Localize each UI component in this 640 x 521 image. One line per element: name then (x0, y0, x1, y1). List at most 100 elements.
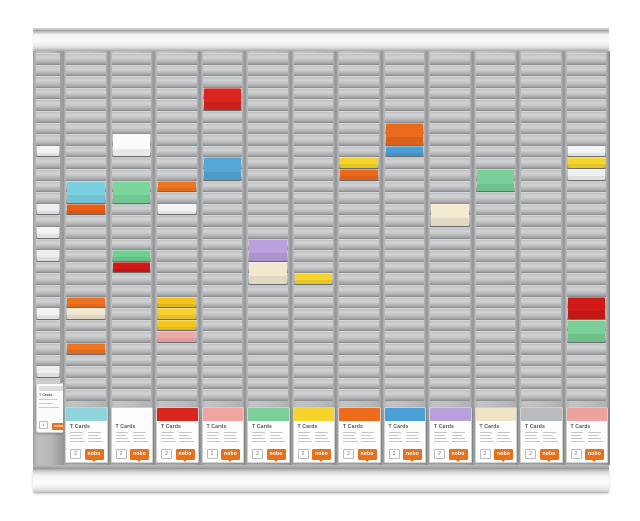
card-slot[interactable] (36, 343, 60, 355)
card-slot[interactable] (475, 238, 515, 251)
card-slot[interactable] (293, 203, 333, 216)
card-slot[interactable] (521, 250, 561, 262)
card-slot[interactable] (36, 238, 60, 251)
card-slot[interactable] (475, 227, 515, 239)
column-tab[interactable] (566, 408, 607, 421)
card-slot[interactable] (111, 76, 151, 88)
card-slot[interactable] (339, 331, 379, 343)
tcard[interactable] (112, 261, 150, 273)
card-slot[interactable] (111, 111, 151, 123)
card-slot[interactable] (339, 227, 379, 239)
card-slot[interactable] (339, 285, 379, 297)
card-slot[interactable] (157, 169, 197, 181)
card-slot[interactable] (566, 134, 606, 146)
card-slot[interactable] (475, 203, 515, 216)
card-slot[interactable] (66, 53, 106, 65)
card-slot[interactable] (566, 227, 606, 239)
card-slot[interactable] (430, 389, 470, 401)
tcard[interactable] (567, 169, 605, 180)
card-slot[interactable] (475, 53, 515, 65)
card-slot[interactable] (202, 250, 242, 262)
card-slot[interactable] (36, 273, 60, 285)
card-slot[interactable] (293, 64, 333, 77)
card-slot[interactable] (248, 76, 288, 88)
card-slot[interactable] (293, 343, 333, 355)
card-slot[interactable] (202, 227, 242, 239)
card-slot[interactable] (430, 377, 470, 390)
column-tab[interactable] (248, 408, 289, 421)
card-slot[interactable] (566, 238, 606, 251)
board-column-1[interactable]: T Cards 2 nobo (63, 51, 110, 465)
tcard[interactable] (158, 331, 196, 342)
card-slot[interactable] (293, 215, 333, 227)
card-slot[interactable] (339, 238, 379, 251)
card-slot[interactable] (248, 169, 288, 181)
card-slot[interactable] (475, 99, 515, 111)
card-slot[interactable] (475, 285, 515, 297)
card-slot[interactable] (157, 377, 197, 390)
card-slot[interactable] (384, 192, 424, 204)
card-slot[interactable] (36, 157, 60, 169)
card-slot[interactable] (430, 111, 470, 123)
column-header-card[interactable]: T Cards 2 nobo (474, 407, 517, 463)
card-slot[interactable] (202, 377, 242, 390)
card-slot[interactable] (66, 377, 106, 390)
card-slot[interactable] (521, 296, 561, 309)
card-slot[interactable] (36, 296, 60, 309)
card-slot[interactable] (111, 122, 151, 135)
card-slot[interactable] (157, 366, 197, 378)
card-slot[interactable] (566, 203, 606, 216)
card-slot[interactable] (111, 331, 151, 343)
card-slot[interactable] (384, 273, 424, 285)
column-tab[interactable] (475, 408, 516, 421)
card-slot[interactable] (248, 215, 288, 227)
card-slot[interactable] (384, 203, 424, 216)
card-slot[interactable] (475, 273, 515, 285)
card-slot[interactable] (475, 111, 515, 123)
card-slot[interactable] (521, 99, 561, 111)
card-slot[interactable] (293, 87, 333, 100)
card-slot[interactable] (248, 157, 288, 169)
card-slot[interactable] (111, 157, 151, 169)
card-slot[interactable] (293, 227, 333, 239)
card-slot[interactable] (339, 319, 379, 332)
column-tab[interactable] (339, 408, 380, 421)
card-slot[interactable] (521, 180, 561, 193)
card-slot[interactable] (66, 227, 106, 239)
card-slot[interactable] (339, 53, 379, 65)
card-slot[interactable] (157, 87, 197, 100)
board-column-2[interactable]: T Cards 2 nobo (108, 51, 155, 465)
card-slot[interactable] (339, 87, 379, 100)
tcard[interactable] (67, 308, 105, 319)
card-slot[interactable] (248, 296, 288, 309)
card-slot[interactable] (430, 296, 470, 309)
card-slot[interactable] (157, 76, 197, 88)
card-slot[interactable] (293, 308, 333, 320)
card-slot[interactable] (521, 308, 561, 320)
card-slot[interactable] (248, 285, 288, 297)
card-slot[interactable] (339, 99, 379, 111)
card-slot[interactable] (293, 192, 333, 204)
card-slot[interactable] (566, 343, 606, 355)
card-slot[interactable] (111, 273, 151, 285)
board-column-5[interactable]: T Cards 2 nobo (245, 51, 292, 465)
column-tab[interactable] (384, 408, 425, 421)
card-slot[interactable] (384, 354, 424, 367)
card-slot[interactable] (248, 145, 288, 158)
card-slot[interactable] (430, 157, 470, 169)
card-slot[interactable] (384, 285, 424, 297)
card-slot[interactable] (248, 53, 288, 65)
card-slot[interactable] (66, 319, 106, 332)
card-slot[interactable] (248, 203, 288, 216)
card-slot[interactable] (248, 343, 288, 355)
card-slot[interactable] (430, 343, 470, 355)
card-slot[interactable] (202, 354, 242, 367)
card-slot[interactable] (202, 273, 242, 285)
card-slot[interactable] (521, 145, 561, 158)
card-slot[interactable] (111, 99, 151, 111)
card-slot[interactable] (566, 377, 606, 390)
card-slot[interactable] (248, 192, 288, 204)
card-slot[interactable] (157, 99, 197, 111)
column-tab[interactable] (521, 408, 562, 421)
card-slot[interactable] (202, 134, 242, 146)
